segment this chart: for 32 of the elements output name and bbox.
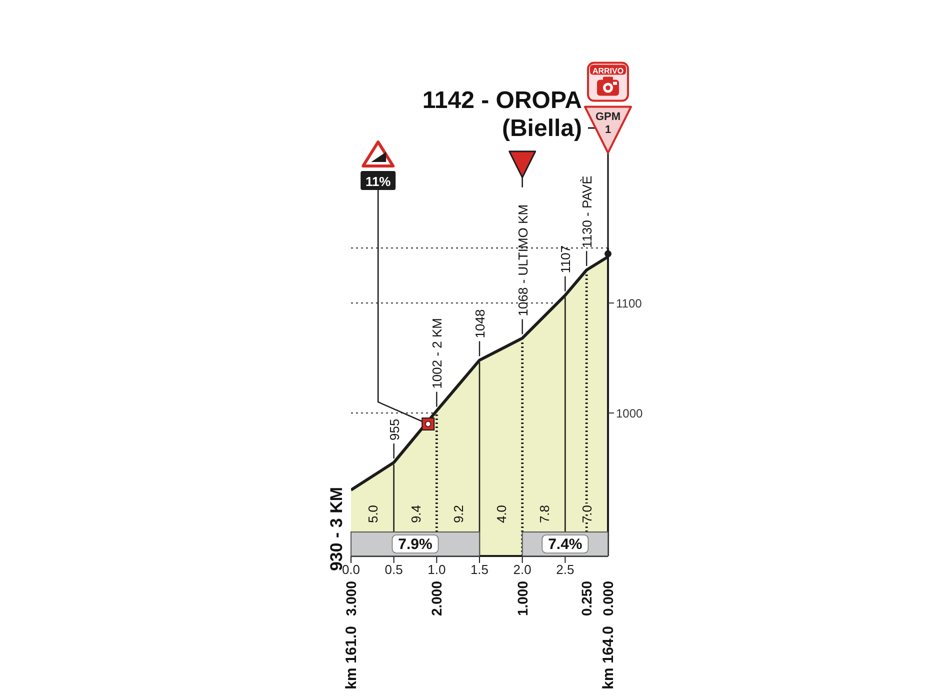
annotation: 11% — [365, 174, 392, 188]
annotation: 4.0 — [493, 504, 508, 524]
data-label: 1107 — [558, 245, 573, 274]
x2-tick-label: 3.000 — [343, 580, 359, 616]
data-label: 1130 - PAVÈ — [579, 175, 594, 248]
annotation: 7.8 — [536, 504, 552, 524]
y-tick-label: 1100 — [616, 296, 642, 310]
band-label: 7.9% — [398, 536, 432, 552]
x-tick-label: 2.5 — [556, 562, 574, 578]
text: km 161.0 — [342, 626, 360, 690]
text: ARRIVO — [592, 66, 624, 75]
text: km 164.0 — [600, 626, 616, 690]
data-label: 955 — [386, 418, 402, 440]
annotation: 7.0 — [579, 504, 594, 524]
data-label: 1002 - 2 KM — [429, 318, 444, 389]
x-tick-label: 0.5 — [384, 562, 403, 578]
annotation: 9.2 — [450, 504, 466, 524]
x-tick-label: 1.0 — [428, 562, 446, 578]
annotation: 5.0 — [364, 504, 380, 524]
x2-tick-label: 2.000 — [428, 580, 445, 616]
y-tick-label: 1000 — [616, 406, 644, 420]
data-label: 1142 - OROPA (Biella) — [422, 86, 582, 142]
x2-tick-label: 0.000 — [600, 580, 616, 616]
data-label: 1068 - ULTIMO KM — [514, 204, 530, 316]
x-tick-label: 1.5 — [470, 562, 489, 578]
data-label: 1048 — [472, 309, 487, 338]
text: GPM 1 — [595, 110, 621, 136]
x2-tick-label: 1.000 — [514, 580, 530, 616]
x-tick-label: 2.0 — [513, 562, 532, 578]
band-label: 7.4% — [548, 536, 582, 552]
x2-tick-label: 0.250 — [578, 580, 595, 616]
annotation: 9.4 — [408, 504, 423, 524]
